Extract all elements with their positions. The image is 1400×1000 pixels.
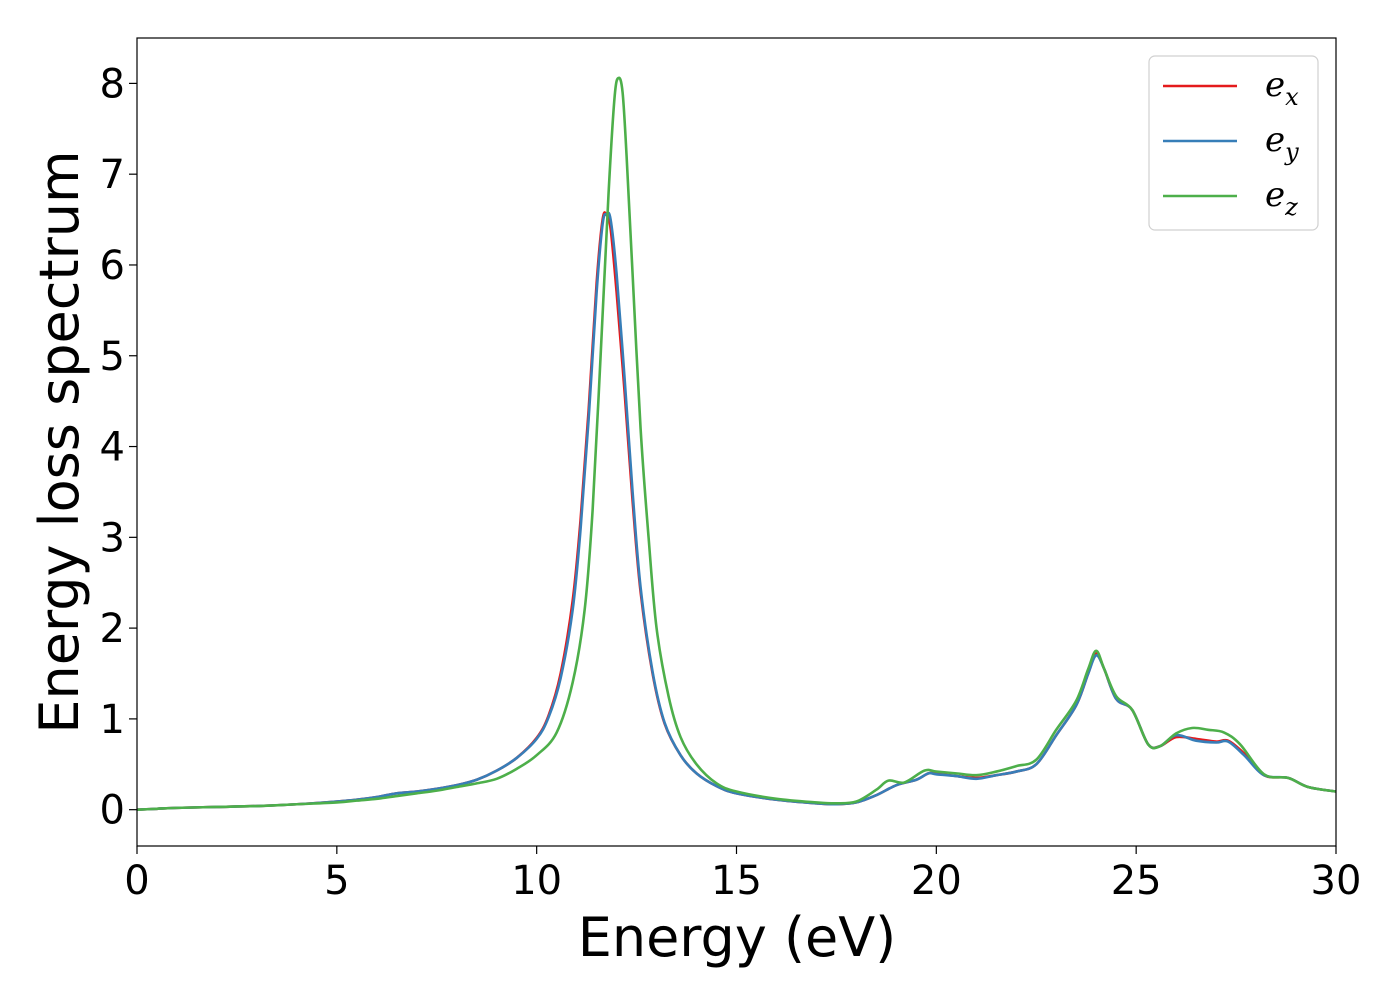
legend-box: [1148, 55, 1319, 231]
series-line-z: [137, 76, 1336, 811]
x-tick-label: 5: [324, 858, 349, 904]
x-tick-label: 30: [1311, 858, 1362, 904]
y-tick-label: 1: [100, 697, 125, 743]
y-tick-label: 8: [100, 61, 125, 107]
series-line-y: [137, 211, 1336, 811]
y-tick-label: 7: [100, 152, 125, 198]
x-tick-label: 25: [1111, 858, 1162, 904]
x-tick-label: 20: [911, 858, 962, 904]
series-line-x: [137, 211, 1336, 811]
y-tick-label: 6: [100, 243, 125, 289]
y-tick-label: 3: [100, 515, 125, 561]
y-axis: 0 1 2 3 4 5 6 7 8: [100, 61, 137, 834]
y-tick-label: 5: [100, 334, 125, 380]
x-axis: 0 5 10 15 20 25 30: [124, 846, 1361, 904]
x-axis-label: Energy (eV): [578, 906, 897, 969]
y-tick-label: 2: [100, 606, 125, 652]
x-tick-label: 0: [124, 858, 149, 904]
x-tick-label: 10: [511, 858, 562, 904]
y-tick-label: 0: [100, 788, 125, 834]
y-axis-label: Energy loss spectrum: [28, 150, 91, 733]
y-tick-label: 4: [100, 425, 125, 471]
x-tick-label: 15: [711, 858, 762, 904]
